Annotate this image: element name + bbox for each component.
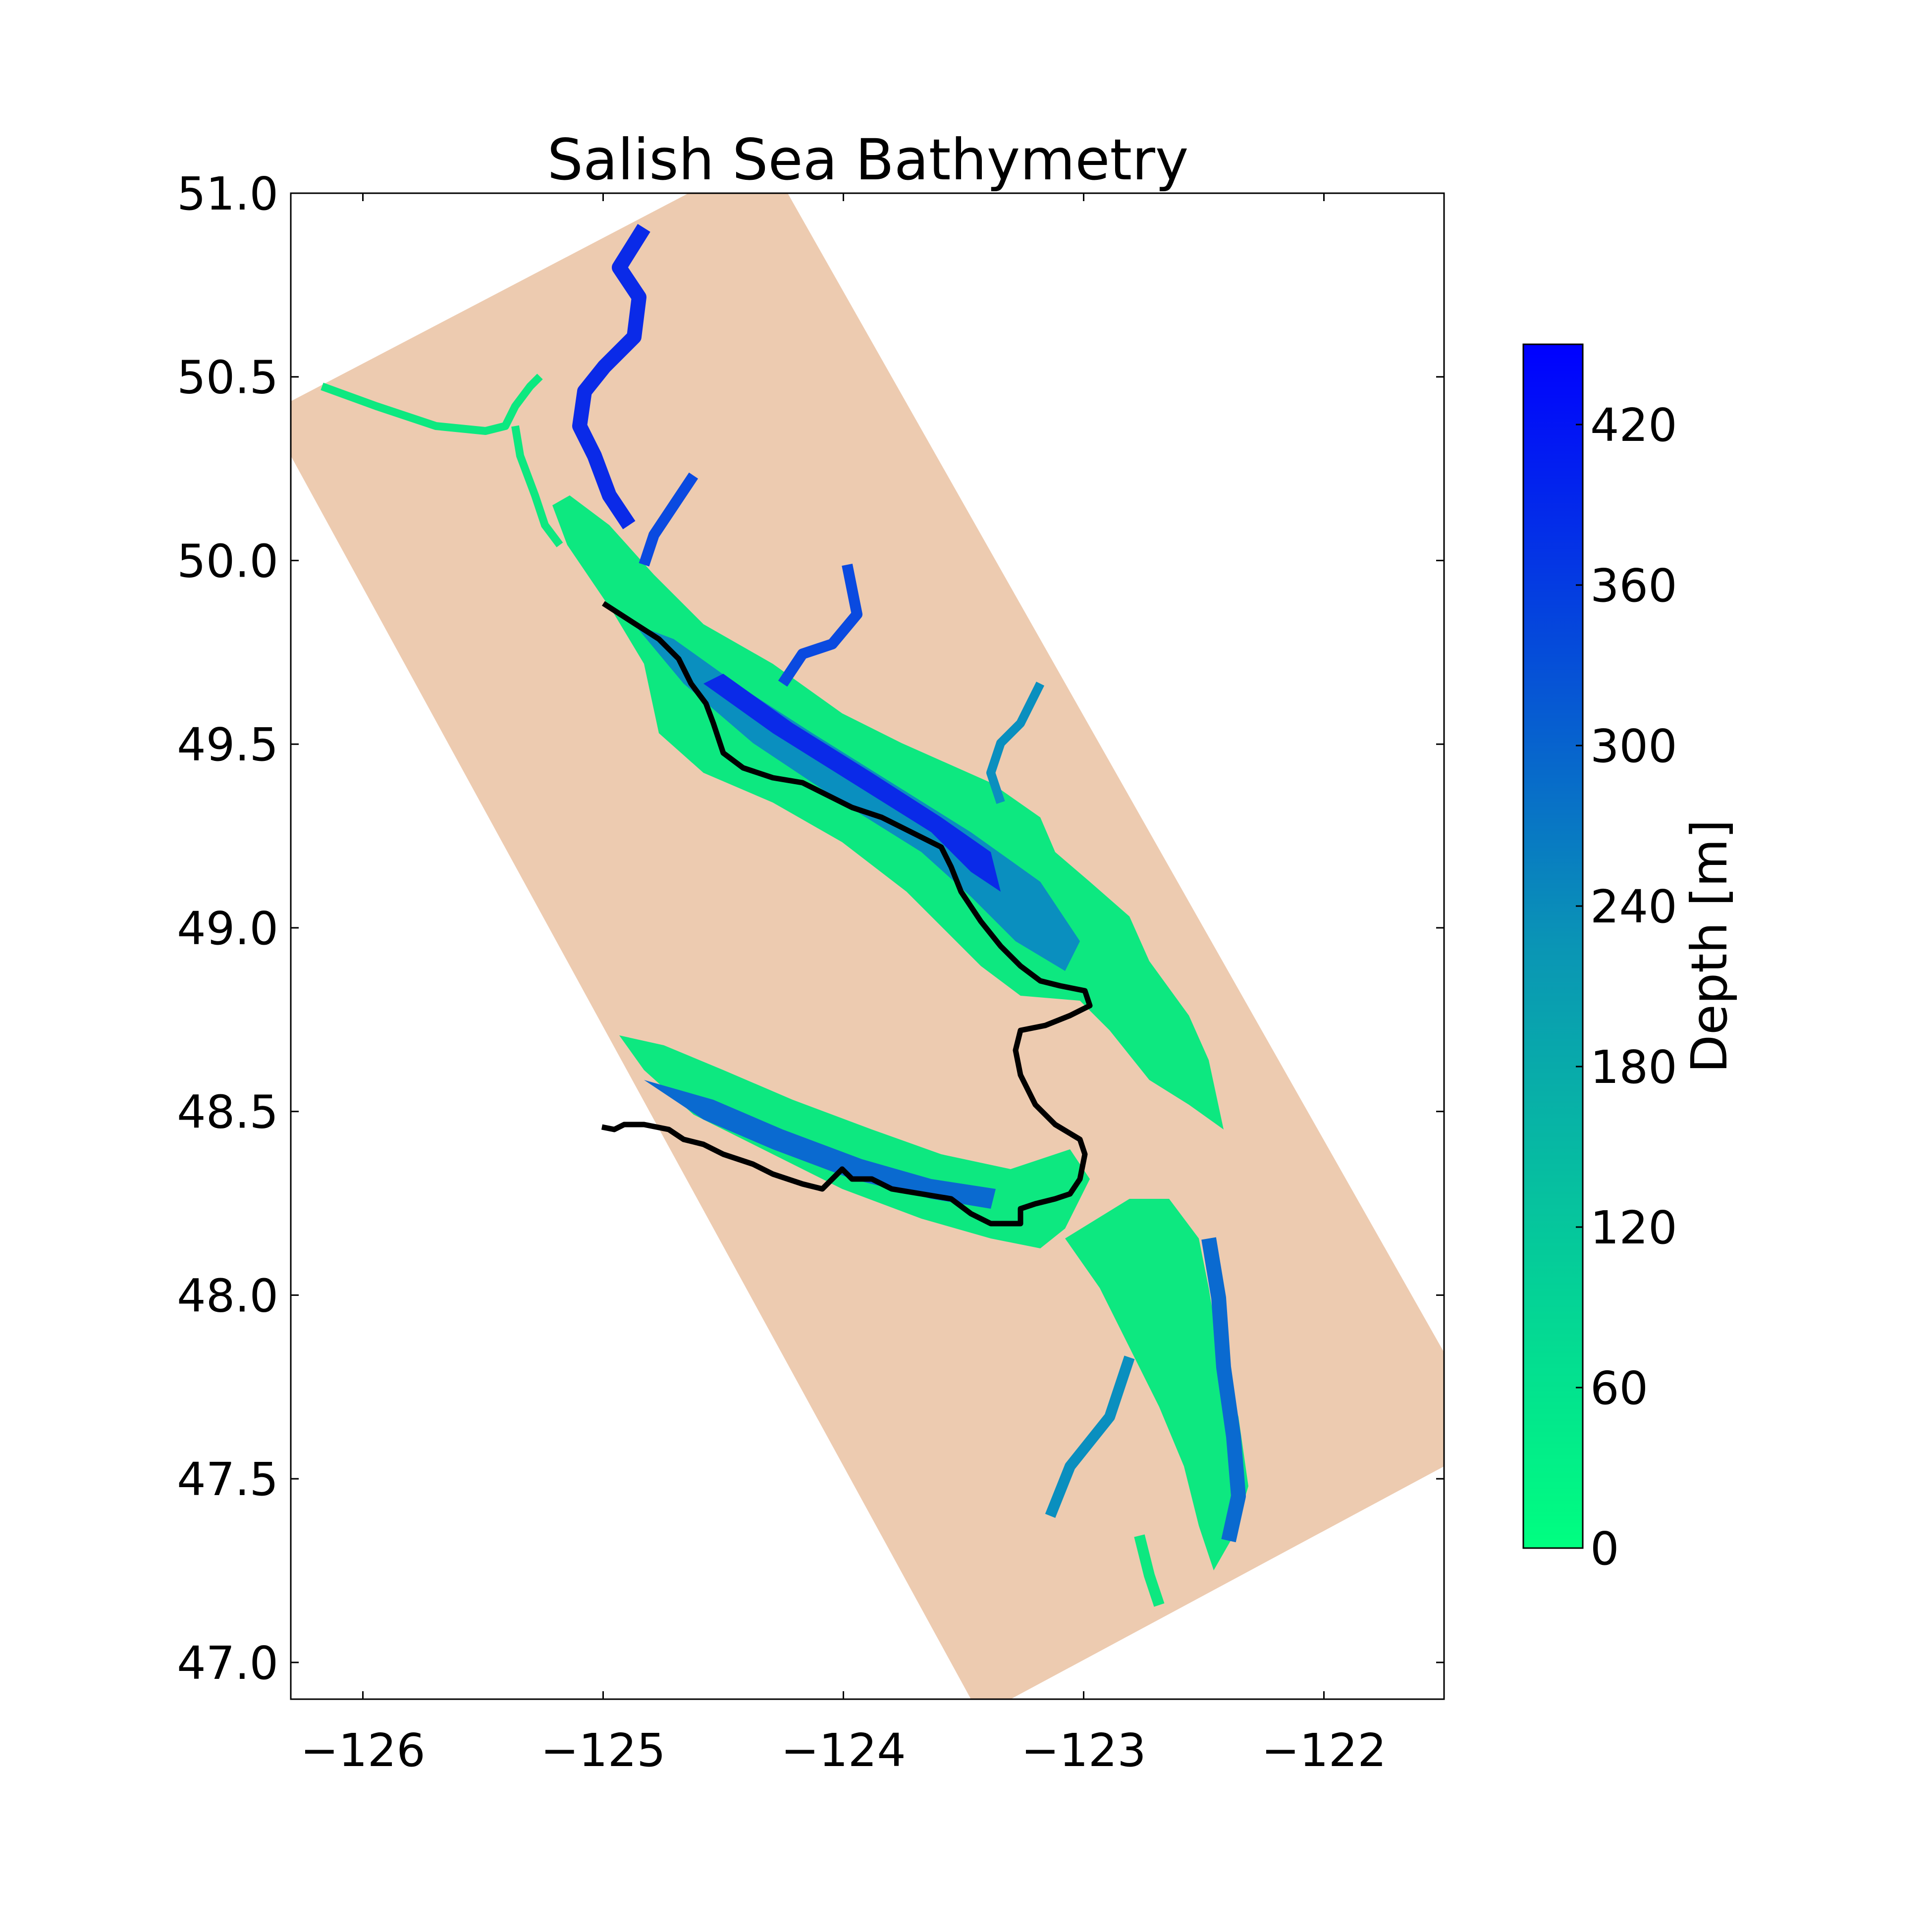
thalweg-line xyxy=(601,601,1093,1227)
colorbar-ticks: 0 60 120 180 240 300 360 420 xyxy=(1576,399,1677,1575)
inlet-north-4 xyxy=(321,374,543,435)
x-tick-label: −126 xyxy=(300,1724,426,1777)
x-axis-ticks: −126 −125 −124 −123 −122 xyxy=(300,193,1387,1777)
y-tick-label: 49.5 xyxy=(177,718,278,771)
colorbar-tick-label: 420 xyxy=(1590,399,1677,452)
colorbar-tick-label: 240 xyxy=(1590,880,1677,933)
colorbar-gradient xyxy=(1522,343,1584,1549)
inlet-east xyxy=(986,681,1045,804)
x-tick-label: −122 xyxy=(1261,1724,1387,1777)
colorbar-tick-label: 360 xyxy=(1590,559,1677,612)
y-tick-label: 47.0 xyxy=(177,1637,278,1690)
juan-de-fuca-deep xyxy=(644,1080,996,1209)
colorbar-tick-label: 180 xyxy=(1590,1041,1677,1094)
puget-sound-channel xyxy=(1201,1237,1246,1543)
x-tick-label: −123 xyxy=(1021,1724,1146,1777)
y-tick-label: 48.5 xyxy=(177,1086,278,1139)
inlet-north-1 xyxy=(572,224,650,530)
y-tick-label: 47.5 xyxy=(177,1453,278,1506)
colorbar-tick-label: 120 xyxy=(1590,1201,1677,1254)
y-tick-label: 51.0 xyxy=(177,167,278,220)
inlet-north-2 xyxy=(639,472,698,567)
colorbar-tick-label: 60 xyxy=(1590,1362,1648,1415)
colorbar-label: Depth [m] xyxy=(1680,819,1738,1073)
y-tick-label: 48.0 xyxy=(177,1269,278,1322)
y-tick-label: 50.5 xyxy=(177,351,278,404)
map-area xyxy=(291,193,1444,1699)
x-tick-label: −125 xyxy=(540,1724,666,1777)
hood-canal xyxy=(1045,1355,1135,1518)
axes-frame xyxy=(290,192,1445,1700)
colorbar-tick-label: 300 xyxy=(1590,720,1677,773)
y-tick-label: 49.0 xyxy=(177,902,278,955)
land-domain xyxy=(291,193,1444,1699)
map-title: Salish Sea Bathymetry xyxy=(547,127,1189,193)
y-axis-ticks: 47.0 47.5 48.0 48.5 49.0 49.5 50.0 50.5 51.0 xyxy=(177,167,1444,1690)
south-sound xyxy=(1134,1534,1165,1607)
colorbar-tick-label: 0 xyxy=(1590,1522,1619,1575)
x-tick-label: −124 xyxy=(781,1724,906,1777)
colorbar: 0 60 120 180 240 300 360 420 Depth [m] xyxy=(1522,343,1738,1575)
puget-sound-shallow xyxy=(1065,1199,1248,1570)
inlet-north-3 xyxy=(778,563,862,687)
strait-of-georgia-deepest xyxy=(703,674,1001,892)
y-tick-label: 50.0 xyxy=(177,535,278,588)
inlet-north-5 xyxy=(511,425,563,547)
